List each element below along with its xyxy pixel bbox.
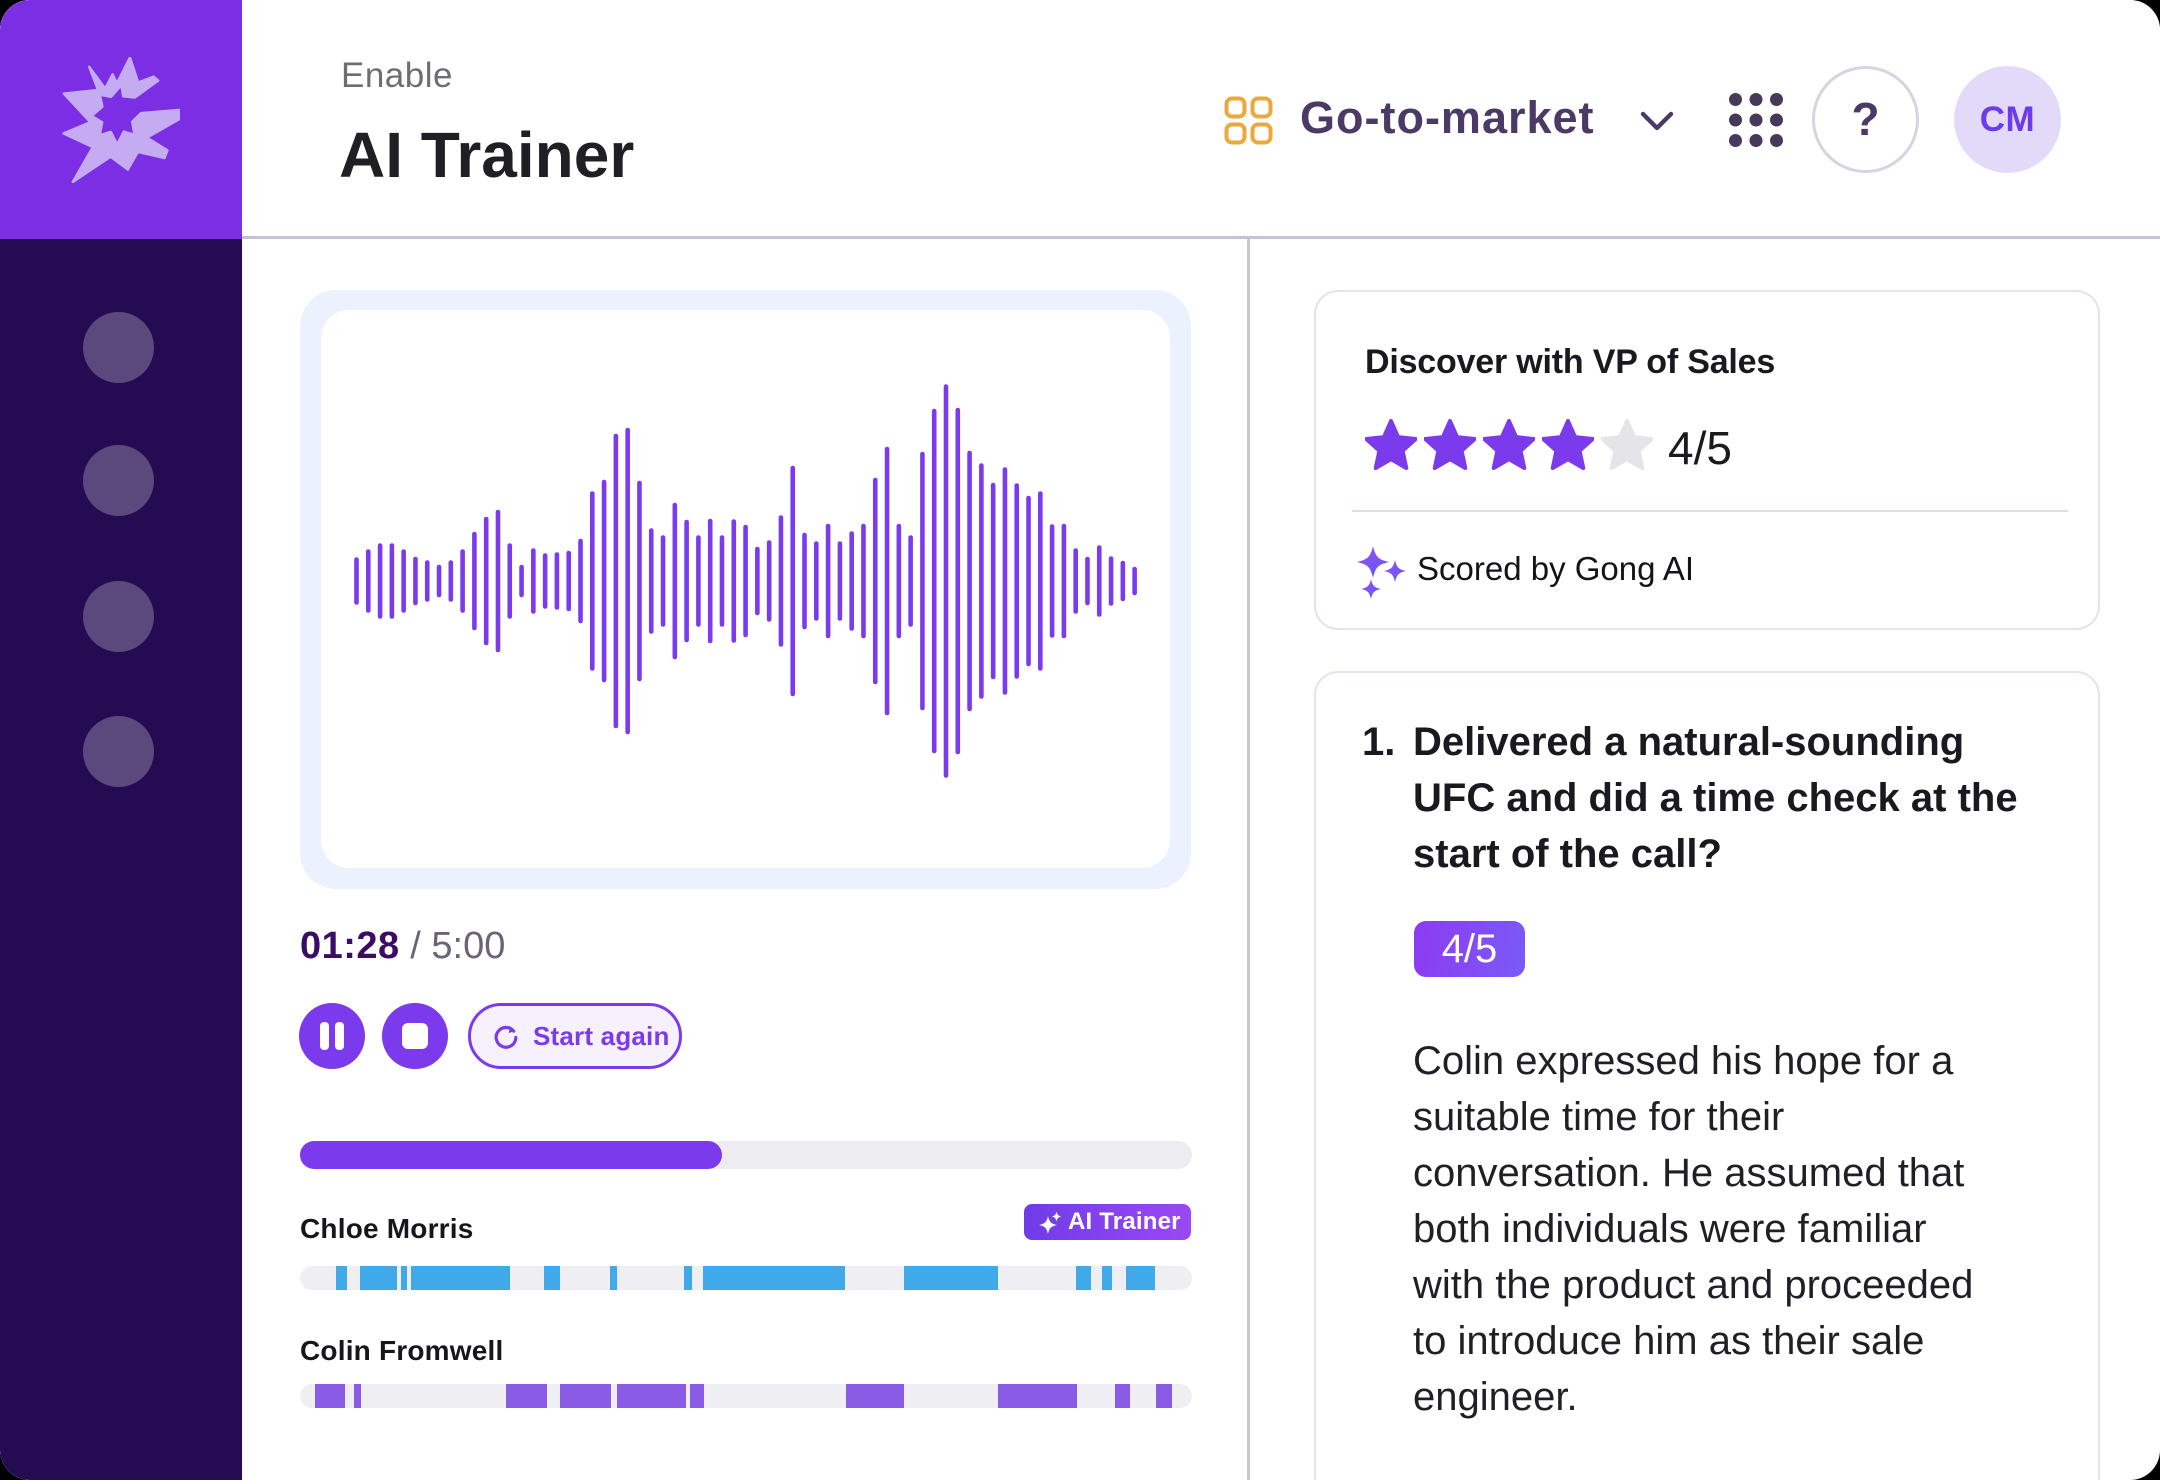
question-score-badge: 4/5 xyxy=(1414,921,1525,977)
sidebar-nav xyxy=(0,239,242,1480)
text-line: Delivered a natural-sounding xyxy=(1413,720,1965,764)
question-score-label: 4/5 xyxy=(1441,927,1498,971)
avatar[interactable]: CM xyxy=(1954,66,2061,173)
scorecard: Discover with VP of Sales 4/5 Scored by … xyxy=(1314,290,2100,630)
stop-icon xyxy=(402,1023,428,1049)
gong-starburst-icon xyxy=(62,57,180,183)
card-divider xyxy=(1352,510,2068,512)
star-filled-icon xyxy=(1542,419,1594,471)
talk-segment xyxy=(610,1266,617,1290)
talk-segment xyxy=(1156,1384,1173,1408)
sidebar-nav-item-4[interactable] xyxy=(83,716,154,787)
stop-button[interactable] xyxy=(382,1003,448,1069)
rating-value: 4/5 xyxy=(1668,422,1732,474)
audio-waveform xyxy=(354,384,1137,778)
ai-trainer-badge: AI Trainer xyxy=(1024,1204,1191,1240)
speaker-timeline-colin[interactable] xyxy=(300,1384,1192,1408)
text-line: UFC and did a time check at the xyxy=(1413,776,2018,820)
talk-segment xyxy=(1076,1266,1092,1290)
talk-segment xyxy=(684,1266,692,1290)
talk-segment xyxy=(410,1266,511,1290)
scored-by-text: Scored by Gong AI xyxy=(1417,550,1695,587)
talk-segment xyxy=(353,1384,361,1408)
talk-segment xyxy=(903,1266,999,1290)
talk-segment xyxy=(1115,1384,1131,1408)
sidebar-nav-item-1[interactable] xyxy=(83,312,154,383)
speaker-timeline-chloe[interactable] xyxy=(300,1266,1192,1290)
restart-icon xyxy=(494,1025,518,1049)
avatar-initials: CM xyxy=(1979,100,2036,139)
panel-divider xyxy=(1247,239,1250,1480)
talk-segment xyxy=(845,1384,904,1408)
apps-grid-icon[interactable] xyxy=(1729,93,1783,147)
grid-2x2-icon xyxy=(1224,96,1273,145)
talk-segment xyxy=(616,1384,687,1408)
start-again-button[interactable]: Start again xyxy=(468,1003,682,1069)
question-text: Delivered a natural-sounding UFC and did … xyxy=(1413,714,2073,882)
text-line: with the product and proceeded xyxy=(1413,1263,1974,1307)
gong-ai-sparkles-icon xyxy=(1357,546,1406,599)
progress-fill xyxy=(300,1141,722,1169)
speaker-name-chloe: Chloe Morris xyxy=(300,1213,474,1244)
answer-text: Colin expressed his hope for a suitable t… xyxy=(1413,1033,2073,1425)
talk-segment xyxy=(400,1266,408,1290)
pause-icon xyxy=(320,1022,344,1050)
star-filled-icon xyxy=(1483,419,1535,471)
text-line: start of the call? xyxy=(1413,832,1722,876)
time-current: 01:28 xyxy=(300,925,400,967)
talk-segment xyxy=(997,1384,1077,1408)
sidebar-nav-item-2[interactable] xyxy=(83,445,154,516)
text-line: both individuals were familiar xyxy=(1413,1207,1927,1251)
time-separator: / xyxy=(399,925,432,967)
star-empty-icon xyxy=(1601,419,1653,471)
text-line: engineer. xyxy=(1413,1375,1578,1419)
scorecard-title: Discover with VP of Sales xyxy=(1365,343,1776,381)
talk-segment xyxy=(315,1384,345,1408)
header: Enable AI Trainer Go-to-market ? xyxy=(0,0,2160,239)
text-line: Colin expressed his hope for a xyxy=(1413,1039,1954,1083)
start-again-label: Start again xyxy=(533,1021,670,1051)
sidebar-nav-item-3[interactable] xyxy=(83,581,154,652)
text-line: conversation. He assumed that xyxy=(1413,1151,1965,1195)
sparkles-icon xyxy=(1039,1211,1062,1234)
text-line: suitable time for their xyxy=(1413,1095,1785,1139)
ai-trainer-badge-label: AI Trainer xyxy=(1068,1208,1181,1235)
workspace-selector[interactable]: Go-to-market xyxy=(1300,92,1595,143)
star-filled-icon xyxy=(1365,419,1417,471)
talk-segment xyxy=(506,1384,548,1408)
waveform-panel xyxy=(300,290,1191,889)
question-card: 1. Delivered a natural-sounding UFC and d… xyxy=(1314,671,2100,1480)
talk-segment xyxy=(543,1266,560,1290)
breadcrumb: Enable xyxy=(341,56,453,95)
pause-button[interactable] xyxy=(299,1003,365,1069)
star-filled-icon xyxy=(1424,419,1476,471)
question-number: 1. xyxy=(1362,720,1396,764)
speaker-name-colin: Colin Fromwell xyxy=(300,1335,504,1366)
talk-segment xyxy=(335,1266,348,1290)
playback-time: 01:28 / 5:00 xyxy=(300,926,505,966)
brand-logo-tile[interactable] xyxy=(0,0,242,239)
help-button[interactable]: ? xyxy=(1812,66,1919,173)
page-title: AI Trainer xyxy=(339,119,635,191)
question-mark-icon: ? xyxy=(1851,93,1880,145)
talk-segment xyxy=(1125,1266,1156,1290)
talk-segment xyxy=(1101,1266,1112,1290)
talk-segment xyxy=(359,1266,398,1290)
talk-segment xyxy=(689,1384,705,1408)
talk-segment xyxy=(703,1266,845,1290)
waveform-card xyxy=(321,310,1170,868)
talk-segment xyxy=(559,1384,612,1408)
text-line: to introduce him as their sale xyxy=(1413,1319,1925,1363)
progress-bar[interactable] xyxy=(300,1141,1192,1169)
time-total: 5:00 xyxy=(431,925,506,967)
chevron-down-icon[interactable] xyxy=(1640,110,1674,132)
